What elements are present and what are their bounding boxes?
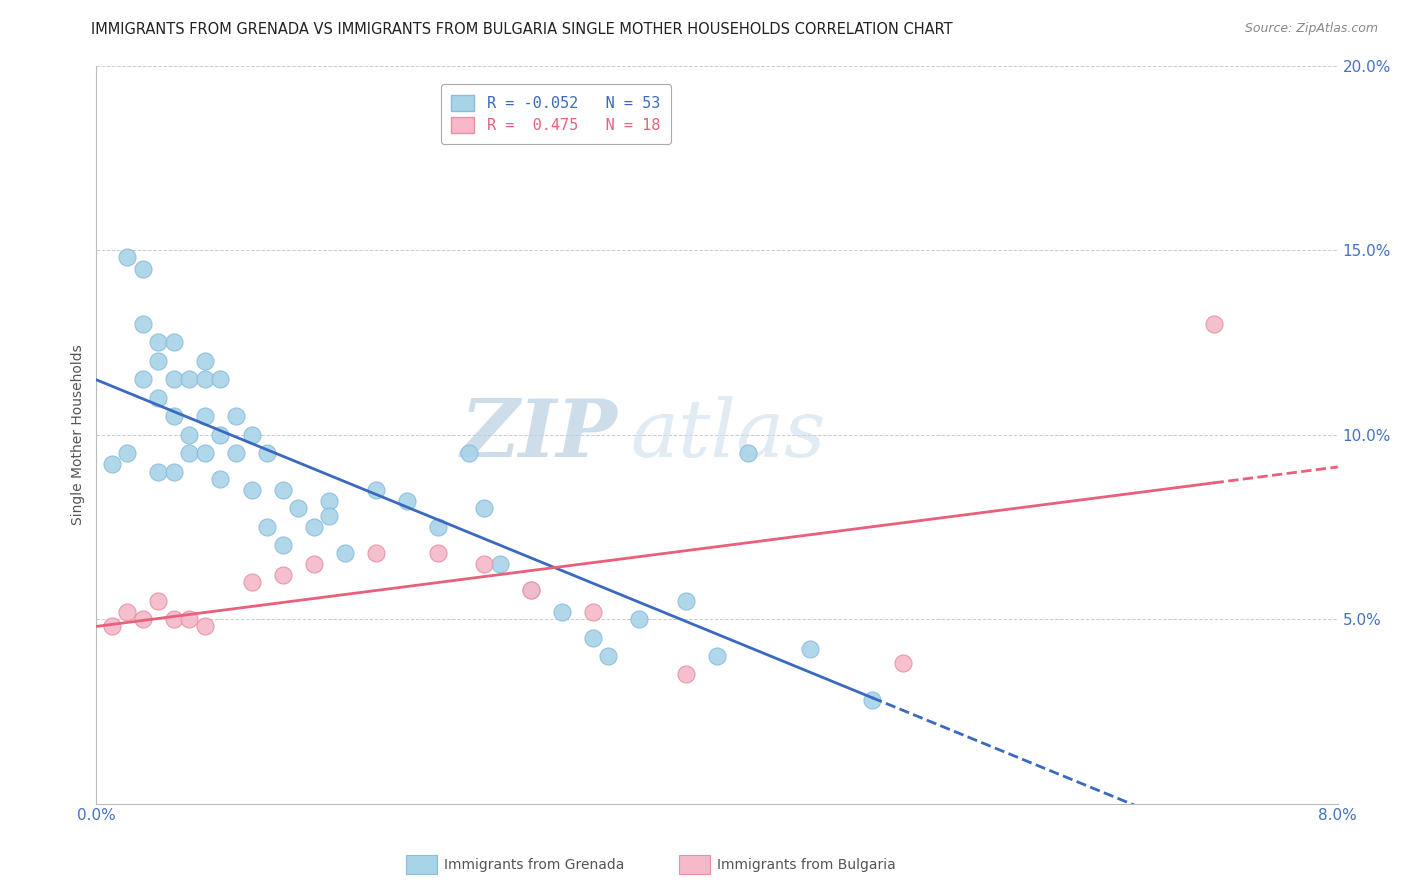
Point — [426, 520, 449, 534]
Point — [318, 494, 340, 508]
Point — [1202, 317, 1225, 331]
Point — [163, 372, 186, 386]
Point — [302, 557, 325, 571]
Point — [240, 483, 263, 497]
Text: Immigrants from Bulgaria: Immigrants from Bulgaria — [717, 858, 896, 872]
Point — [101, 457, 124, 471]
Point — [737, 446, 759, 460]
Point — [799, 641, 821, 656]
Text: atlas: atlas — [630, 396, 825, 474]
Point — [256, 446, 278, 460]
Point — [488, 557, 510, 571]
Point — [209, 472, 232, 486]
Point — [318, 508, 340, 523]
Text: Source: ZipAtlas.com: Source: ZipAtlas.com — [1244, 22, 1378, 36]
Point — [132, 261, 155, 276]
Point — [271, 567, 294, 582]
Point — [395, 494, 418, 508]
Text: IMMIGRANTS FROM GRENADA VS IMMIGRANTS FROM BULGARIA SINGLE MOTHER HOUSEHOLDS COR: IMMIGRANTS FROM GRENADA VS IMMIGRANTS FR… — [91, 22, 953, 37]
Point — [240, 427, 263, 442]
Point — [271, 538, 294, 552]
Point — [891, 657, 914, 671]
Point — [194, 372, 217, 386]
Point — [256, 520, 278, 534]
Point — [117, 251, 139, 265]
Point — [148, 335, 170, 350]
Point — [598, 648, 620, 663]
Point — [860, 693, 883, 707]
Point — [364, 546, 387, 560]
Point — [148, 353, 170, 368]
Point — [209, 372, 232, 386]
Point — [148, 391, 170, 405]
Point — [179, 446, 201, 460]
Text: Immigrants from Grenada: Immigrants from Grenada — [444, 858, 624, 872]
Point — [132, 372, 155, 386]
Point — [117, 605, 139, 619]
Point — [163, 409, 186, 424]
Y-axis label: Single Mother Households: Single Mother Households — [72, 344, 86, 525]
Point — [179, 612, 201, 626]
Point — [520, 582, 543, 597]
Point — [333, 546, 356, 560]
Point — [302, 520, 325, 534]
Point — [209, 427, 232, 442]
Point — [163, 465, 186, 479]
Point — [148, 593, 170, 607]
Point — [706, 648, 728, 663]
Point — [675, 593, 697, 607]
Point — [551, 605, 574, 619]
Point — [132, 317, 155, 331]
Point — [117, 446, 139, 460]
Point — [194, 409, 217, 424]
Point — [472, 501, 495, 516]
Legend: R = -0.052   N = 53, R =  0.475   N = 18: R = -0.052 N = 53, R = 0.475 N = 18 — [440, 85, 671, 144]
Point — [225, 409, 247, 424]
Point — [472, 557, 495, 571]
Point — [426, 546, 449, 560]
Point — [582, 605, 605, 619]
Point — [194, 619, 217, 633]
Point — [364, 483, 387, 497]
Point — [675, 667, 697, 681]
Point — [179, 372, 201, 386]
Point — [101, 619, 124, 633]
Point — [287, 501, 309, 516]
Point — [225, 446, 247, 460]
Point — [194, 446, 217, 460]
Point — [582, 631, 605, 645]
Point — [163, 612, 186, 626]
Point — [271, 483, 294, 497]
Point — [628, 612, 651, 626]
Point — [457, 446, 479, 460]
Point — [148, 465, 170, 479]
Point — [132, 612, 155, 626]
Point — [194, 353, 217, 368]
Text: ZIP: ZIP — [461, 396, 617, 474]
Point — [240, 575, 263, 590]
Point — [163, 335, 186, 350]
Point — [520, 582, 543, 597]
Point — [179, 427, 201, 442]
